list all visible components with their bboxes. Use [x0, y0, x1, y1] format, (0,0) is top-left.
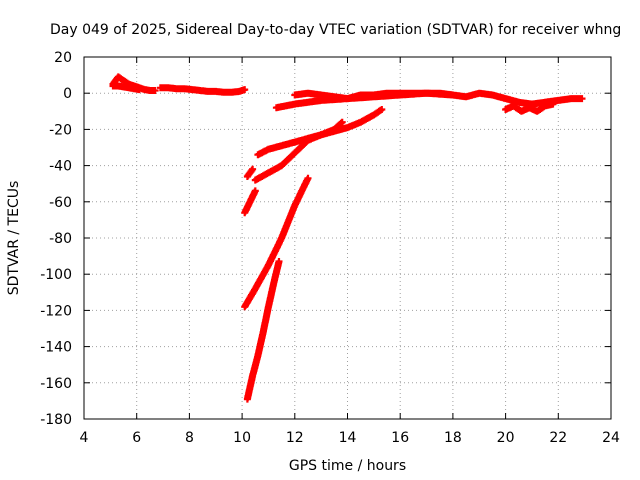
data-point — [243, 165, 257, 180]
data-point — [156, 84, 249, 96]
y-tick-label: -100 — [40, 267, 72, 283]
x-tick-label: 8 — [185, 430, 194, 446]
series-arc-4 — [241, 187, 259, 217]
y-tick-label: -160 — [40, 376, 72, 392]
x-tick-label: 12 — [286, 430, 304, 446]
series-arc-8 — [243, 258, 283, 403]
series-arc-1b — [109, 82, 143, 94]
x-tick-label: 6 — [132, 430, 141, 446]
y-tick-label: 0 — [63, 86, 72, 102]
x-axis-label: GPS time / hours — [289, 458, 406, 474]
x-tick-label: 4 — [80, 430, 89, 446]
x-tick-label: 18 — [444, 430, 462, 446]
data-point — [502, 100, 557, 115]
y-tick-label: -20 — [49, 122, 72, 138]
tick-layer: 4 6 8 10 12 14 16 18 20 22 24 -180 -160 -140 -120 -100 -… — [40, 50, 620, 446]
x-tick-label: 16 — [391, 430, 409, 446]
data-layer — [109, 73, 586, 403]
x-tick-label: 22 — [549, 430, 567, 446]
data-point — [251, 118, 346, 184]
y-axis-label: SDTVAR / TECUs — [6, 181, 22, 296]
y-tick-label: -40 — [49, 159, 72, 175]
data-point — [109, 82, 143, 94]
series-arc-6 — [251, 118, 346, 184]
x-tick-label: 24 — [602, 430, 620, 446]
data-point — [291, 89, 457, 103]
series-arc-10 — [291, 89, 457, 103]
data-point — [241, 174, 312, 311]
y-tick-label: 20 — [54, 50, 72, 66]
x-tick-label: 14 — [339, 430, 357, 446]
series-arc-7 — [241, 174, 312, 311]
y-tick-label: -120 — [40, 303, 72, 319]
y-tick-label: -180 — [40, 412, 72, 428]
grid-layer — [84, 57, 611, 419]
x-tick-label: 20 — [497, 430, 515, 446]
series-arc-11 — [502, 100, 557, 115]
x-tick-label: 10 — [233, 430, 251, 446]
data-point — [241, 187, 259, 217]
series-arc-3 — [243, 165, 257, 180]
y-tick-label: -80 — [49, 231, 72, 247]
series-arc-2 — [156, 84, 249, 96]
y-tick-label: -140 — [40, 340, 72, 356]
chart-title: Day 049 of 2025, Sidereal Day-to-day VTE… — [50, 22, 621, 38]
data-point — [243, 258, 283, 403]
y-tick-label: -60 — [49, 195, 72, 211]
